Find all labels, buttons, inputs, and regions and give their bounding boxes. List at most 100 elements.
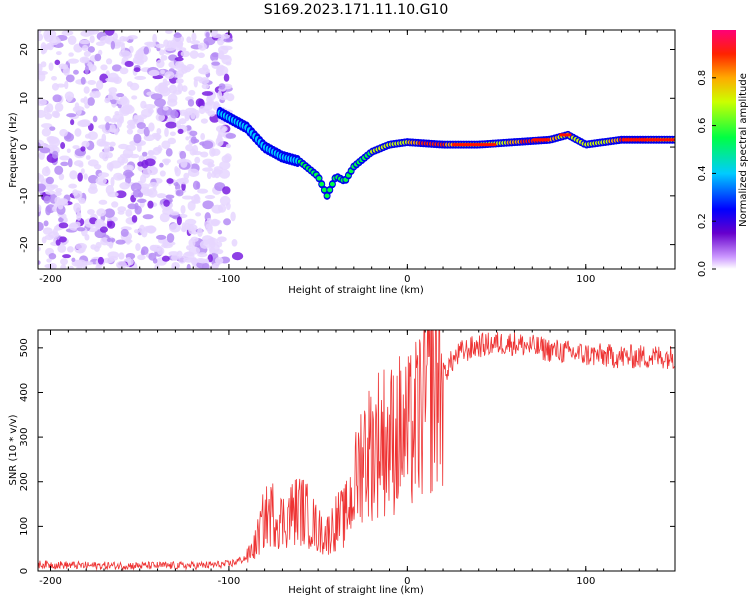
heat-blob: [218, 83, 226, 90]
heat-blob: [76, 227, 86, 232]
heat-blob: [147, 200, 154, 209]
heat-blob: [225, 133, 237, 139]
heat-blob: [179, 150, 187, 160]
heat-blob: [177, 83, 184, 93]
colorbar-tick-label: 0.4: [697, 165, 708, 181]
heat-blob: [191, 199, 201, 204]
heat-blob: [58, 217, 64, 223]
heat-blob: [189, 130, 198, 137]
heat-blob: [207, 226, 213, 235]
x-tick-label: -100: [218, 576, 241, 587]
heat-blob: [148, 122, 155, 132]
heat-blob: [93, 163, 102, 170]
heat-blob: [174, 167, 181, 177]
heat-blob: [170, 254, 179, 261]
heat-blob: [45, 190, 56, 195]
x-tick-label: -200: [39, 576, 62, 587]
heat-blob: [119, 67, 129, 75]
heat-blob: [149, 244, 162, 252]
heat-blob: [134, 75, 147, 80]
x-tick-label: 100: [576, 274, 595, 285]
heat-blob: [42, 227, 53, 235]
heat-blob: [96, 208, 107, 217]
heat-blob: [163, 241, 176, 246]
heat-blob: [181, 222, 187, 233]
heat-blob: [154, 263, 160, 269]
heat-blob: [189, 40, 201, 45]
heat-blob: [193, 76, 204, 82]
heat-blob: [197, 42, 208, 51]
heat-blob: [185, 144, 194, 152]
heat-blob: [38, 172, 42, 179]
heat-blob: [193, 193, 200, 201]
heat-blob: [133, 67, 141, 73]
heat-blob: [83, 50, 91, 57]
heat-blob: [104, 30, 115, 36]
heat-blob: [72, 189, 79, 197]
heat-blob: [166, 40, 173, 49]
heat-blob: [99, 226, 108, 233]
heat-blob: [80, 146, 86, 152]
heat-blob: [72, 145, 80, 150]
heat-blob: [60, 213, 67, 219]
snr-panel: -200 -100 0 100 0 100 200 300 400 500 Height of s…: [8, 329, 676, 596]
heat-blob: [177, 128, 184, 134]
y-tick-label: 100: [19, 517, 30, 536]
heat-blob: [163, 159, 170, 166]
heat-blob: [197, 188, 209, 194]
heat-blob: [181, 195, 194, 200]
ridge-peak: [451, 143, 497, 147]
heat-blob: [104, 97, 111, 104]
spectrogram-frame: [37, 29, 676, 270]
heat-blob: [78, 162, 84, 168]
heat-blob: [105, 58, 113, 65]
heat-blob: [146, 41, 157, 48]
heat-blob: [156, 193, 167, 199]
heat-blob: [68, 52, 74, 57]
heat-blob: [202, 200, 214, 210]
heat-blob: [150, 93, 163, 100]
y-tick-label: 400: [19, 383, 30, 402]
heat-blob: [180, 50, 190, 58]
heat-blob: [156, 128, 162, 135]
heat-blob: [115, 239, 126, 245]
heat-blob: [120, 228, 129, 237]
heat-blob: [159, 212, 170, 223]
heat-blob: [103, 144, 111, 154]
heat-blob: [204, 108, 210, 114]
heat-blob: [101, 133, 107, 143]
heat-blob: [211, 148, 221, 156]
heat-blob: [183, 172, 190, 180]
y-tick-label: 200: [19, 472, 30, 491]
heat-blob: [59, 128, 68, 137]
heat-blob: [94, 90, 101, 98]
heat-blob: [58, 173, 65, 181]
heat-blob: [217, 45, 229, 55]
heat-blob: [155, 43, 165, 49]
heat-blob: [80, 30, 93, 37]
heat-blob: [136, 122, 146, 130]
heat-blob: [85, 155, 91, 160]
heat-blob: [223, 37, 234, 43]
heat-blob: [180, 158, 188, 169]
heat-blob: [180, 204, 186, 215]
heat-blob: [43, 195, 51, 204]
colorbar-tick-label: 0.8: [697, 70, 708, 86]
heat-blob: [129, 82, 140, 91]
heat-blob: [81, 57, 89, 63]
heat-blob: [223, 218, 232, 226]
heat-blob: [210, 218, 220, 226]
heat-blob: [94, 219, 105, 228]
heat-blob: [198, 67, 210, 75]
heat-blob: [186, 224, 198, 232]
heat-blob: [190, 111, 196, 120]
heat-blob: [215, 136, 224, 147]
heat-blob: [92, 115, 98, 123]
heat-blob: [111, 201, 119, 208]
heat-blob: [178, 256, 186, 264]
heat-blob: [183, 257, 195, 263]
heat-blob: [100, 237, 109, 246]
heat-blob: [117, 206, 127, 213]
heat-blob: [118, 143, 129, 150]
heat-blob: [64, 91, 75, 101]
